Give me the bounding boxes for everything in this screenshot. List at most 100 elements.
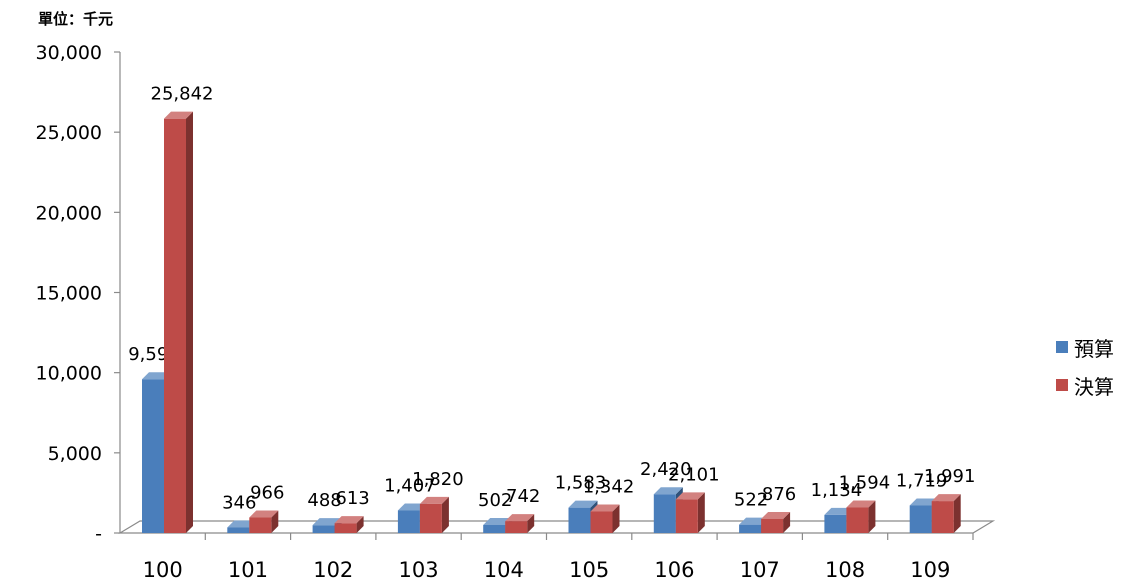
data-label-budget-106: 2,420 [640,459,692,480]
x-tick-label: 106 [654,558,694,582]
data-label-budget-105: 1,583 [555,473,607,494]
bar-final-107 [761,511,791,533]
bar-top [931,494,961,502]
x-tick-label: 100 [143,558,183,582]
bar-side [527,514,535,533]
bar-side [697,492,705,533]
bar-final-101 [249,510,279,533]
bar-top [675,492,705,500]
bar-final-105 [590,504,620,533]
bar-front [590,511,613,533]
y-tick-label: 30,000 [36,42,102,64]
data-label-budget-103: 1,407 [384,475,436,496]
bar-side [783,511,791,533]
data-label-final-105: 1,342 [583,476,635,497]
bar-top [846,500,876,508]
data-label-budget-109: 1,719 [896,470,948,491]
bar-final-108 [846,500,876,533]
bar-front [568,507,591,533]
bar-final-106 [675,492,705,533]
x-tick-label: 109 [910,558,950,582]
bar-front [483,524,506,533]
x-tick-label: 108 [825,558,865,582]
bar-front [846,507,869,533]
legend-swatch-budget [1056,341,1068,353]
data-label-budget-107: 522 [734,490,768,511]
bar-top [653,487,683,495]
legend: 預算 決算 [1056,333,1114,409]
data-label-final-108: 1,594 [839,472,891,493]
x-tick-label: 103 [399,558,439,582]
unit-label: 單位：千元 [38,10,114,28]
bar-side [271,510,279,533]
bar-top [590,504,620,512]
bar-top [397,503,427,511]
bar-side [186,111,193,534]
y-tick-label: 20,000 [36,202,102,224]
bar-side [868,500,876,533]
bar-front [505,521,528,533]
y-tick-label: 5,000 [48,443,102,465]
bar-front [227,527,250,533]
bar-top [483,517,513,525]
data-label-final-107: 876 [762,484,796,505]
bar-top [909,498,939,506]
bar-top [249,510,279,518]
y-tick-label: 15,000 [36,283,102,305]
bar-top [312,518,342,526]
bar-top [568,500,598,508]
bar-front [931,501,954,533]
bar-final-102 [334,516,364,533]
bar-front [312,525,335,533]
legend-item-budget: 預算 [1056,333,1114,361]
x-tick-label: 102 [313,558,353,582]
bar-top [164,111,193,119]
data-label-final-106: 2,101 [668,464,720,485]
bar-top [334,516,364,524]
x-tick-label: 104 [484,558,524,582]
bar-final-104 [505,514,535,533]
bar-side [441,496,449,533]
data-label-budget-102: 488 [307,490,341,511]
bar-front [397,510,420,533]
bar-top [761,511,791,519]
data-label-final-104: 742 [506,486,540,507]
bar-top [739,517,769,525]
bar-side [356,516,364,533]
bar-top [505,514,535,522]
x-tick-label: 101 [228,558,268,582]
bar-front [824,514,847,533]
y-tick-label: 10,000 [36,363,102,385]
legend-label-final: 決算 [1074,374,1114,399]
legend-label-budget: 預算 [1074,336,1114,361]
data-label-final-109: 1,991 [924,466,976,487]
bar-final-100 [164,111,193,534]
bar-front [334,523,357,533]
bar-top [142,372,171,380]
bar-front [142,379,164,533]
bar-front [164,118,186,534]
bar-front [249,517,272,533]
bar-side [953,494,961,533]
bar-front [909,505,932,533]
legend-swatch-final [1056,379,1068,391]
data-label-final-102: 613 [335,488,369,509]
bar-side [612,504,620,533]
data-label-final-100: 25,842 [151,84,214,105]
bar-front [653,494,676,533]
bar-front [419,503,442,533]
data-label-final-103: 1,820 [412,469,464,490]
bar-front [739,524,762,533]
data-label-budget-104: 502 [478,490,512,511]
data-label-final-101: 966 [250,483,284,504]
x-tick-label: 107 [740,558,780,582]
bar-front [675,499,698,533]
bar-front [761,518,784,533]
y-tick-label: - [95,523,102,545]
bar-top [227,520,257,528]
bar-final-103 [419,496,449,533]
y-tick-label: 25,000 [36,122,102,144]
data-label-budget-108: 1,134 [811,480,863,501]
